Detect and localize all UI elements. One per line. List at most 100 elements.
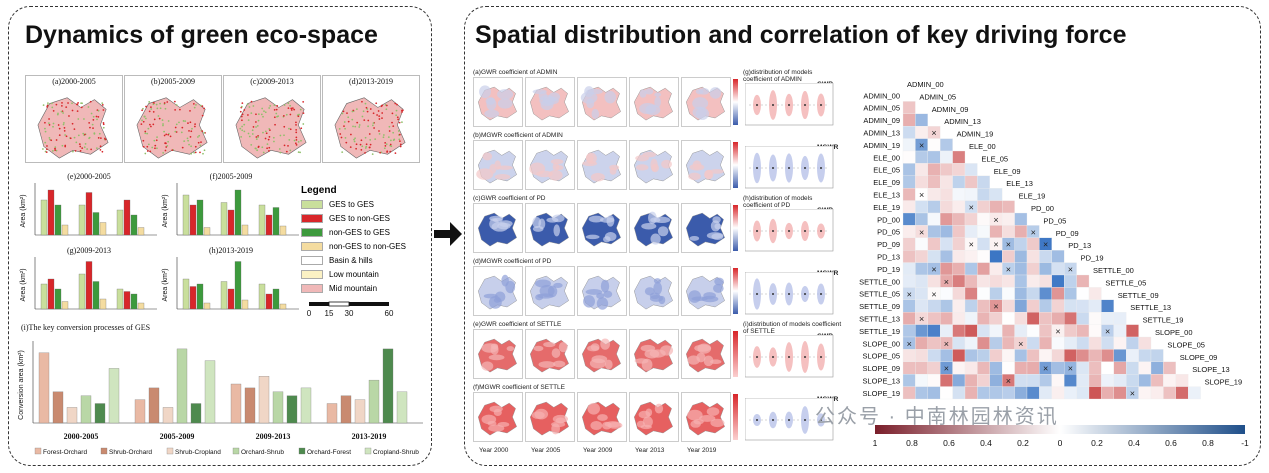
corr-cell xyxy=(927,299,941,313)
corr-cell xyxy=(1126,374,1139,387)
corr-cell xyxy=(977,274,990,288)
corr-cell xyxy=(1113,374,1127,387)
corr-cell xyxy=(964,225,978,238)
corr-cell xyxy=(1126,324,1139,338)
corr-cell xyxy=(915,113,928,127)
corr-cell xyxy=(927,386,941,400)
corr-cell xyxy=(1051,349,1065,362)
colorbar-tick: 0.6 xyxy=(1165,438,1177,448)
area-bar xyxy=(54,288,62,310)
corr-insignificant-mark: × xyxy=(931,265,936,275)
corr-insignificant-mark: × xyxy=(944,364,949,374)
corr-cell xyxy=(977,225,990,238)
year-label: Year 2009 xyxy=(583,447,613,454)
area-bar xyxy=(99,222,107,236)
corr-cell xyxy=(1039,287,1052,300)
conversion-bar xyxy=(80,395,92,424)
corr-cell xyxy=(964,262,978,276)
corr-cell xyxy=(1163,374,1176,387)
corr-cell xyxy=(1126,361,1139,375)
corr-cell xyxy=(902,361,916,375)
corr-cell xyxy=(1126,349,1139,362)
coefficient-map xyxy=(681,77,731,127)
corr-insignificant-mark: × xyxy=(931,128,936,138)
corr-cell xyxy=(1088,324,1102,338)
corr-cell xyxy=(915,287,928,300)
conversion-bar xyxy=(382,348,394,424)
corr-cell xyxy=(1014,374,1028,387)
corr-cell xyxy=(940,150,953,164)
corr-cell xyxy=(964,324,978,338)
corr-diag-label: SETTLE_13 xyxy=(1130,303,1171,312)
change-map: (b)2005-2009 xyxy=(124,75,222,163)
corr-cell xyxy=(902,150,916,164)
area-bar xyxy=(92,212,100,236)
corr-cell xyxy=(940,163,953,176)
corr-cell xyxy=(902,386,916,400)
coefficient-map xyxy=(681,392,731,442)
conversion-bar xyxy=(396,391,408,424)
scale-tick: 60 xyxy=(385,309,394,318)
corr-cell xyxy=(940,262,953,276)
corr-cell xyxy=(1064,336,1077,350)
corr-cell xyxy=(915,200,928,214)
corr-cell xyxy=(952,287,966,300)
coefficient-map xyxy=(629,77,679,127)
corr-cell xyxy=(1113,386,1127,400)
coefficient-row-label: (b)MGWR coefficient of ADMIN xyxy=(473,132,563,139)
corr-insignificant-mark: × xyxy=(969,203,974,213)
corr-cell xyxy=(1101,361,1114,375)
change-map: (d)2013-2019 xyxy=(322,75,420,163)
corr-cell xyxy=(989,349,1003,362)
conversion-ylabel: Conversion area (km²) xyxy=(18,350,25,420)
conversion-legend-label: Shrub-Cropland xyxy=(175,449,221,456)
flow-arrow-icon xyxy=(434,222,462,246)
coefficient-map xyxy=(525,392,575,442)
corr-cell xyxy=(977,386,990,400)
corr-diag-label: ADMIN_05 xyxy=(919,92,956,101)
corr-cell xyxy=(1026,374,1040,387)
corr-cell xyxy=(1088,336,1102,350)
corr-cell xyxy=(964,287,978,300)
corr-cell xyxy=(989,361,1003,375)
corr-cell xyxy=(977,299,990,313)
coefficient-map xyxy=(629,140,679,190)
area-chart-title: (h)2013-2019 xyxy=(209,246,253,255)
corr-cell xyxy=(952,336,966,350)
corr-cell xyxy=(915,324,928,338)
legend-swatch xyxy=(301,213,323,223)
corr-cell xyxy=(977,250,990,263)
area-bar xyxy=(258,204,266,236)
corr-cell xyxy=(989,312,1003,325)
area-chart-title: (e)2000-2005 xyxy=(67,172,111,181)
corr-cell xyxy=(977,324,990,338)
area-bar xyxy=(99,298,107,310)
corr-row-label: ADMIN_00 xyxy=(863,91,900,100)
coefficient-map xyxy=(681,329,731,379)
coefficient-map xyxy=(629,266,679,316)
conversion-bar xyxy=(162,407,174,424)
corr-insignificant-mark: × xyxy=(1006,240,1011,250)
area-bar xyxy=(234,261,242,310)
area-charts: (e)2000-2005 Area (km²) (f)2005-2009 Area (… xyxy=(20,172,299,310)
corr-cell xyxy=(1039,349,1052,362)
coefficient-map xyxy=(473,77,523,127)
coefficient-map xyxy=(473,392,523,442)
corr-cell xyxy=(1163,361,1176,375)
corr-row-label: PD_09 xyxy=(877,240,900,249)
corr-cell xyxy=(1051,336,1065,350)
coefficient-map xyxy=(473,266,523,316)
corr-cell xyxy=(964,361,978,375)
corr-cell xyxy=(902,138,916,152)
corr-cell xyxy=(964,175,978,189)
corr-insignificant-mark: × xyxy=(1105,327,1110,337)
corr-row-label: SETTLE_05 xyxy=(859,290,900,299)
corr-cell xyxy=(1039,374,1052,387)
corr-diag-label: SLOPE_00 xyxy=(1155,328,1193,337)
area-bar xyxy=(182,194,190,236)
corr-cell xyxy=(902,274,916,288)
corr-diag-label: PD_00 xyxy=(1031,204,1054,213)
corr-diag-label: PD_09 xyxy=(1056,229,1079,238)
area-bar xyxy=(203,302,211,310)
corr-cell xyxy=(927,250,941,263)
